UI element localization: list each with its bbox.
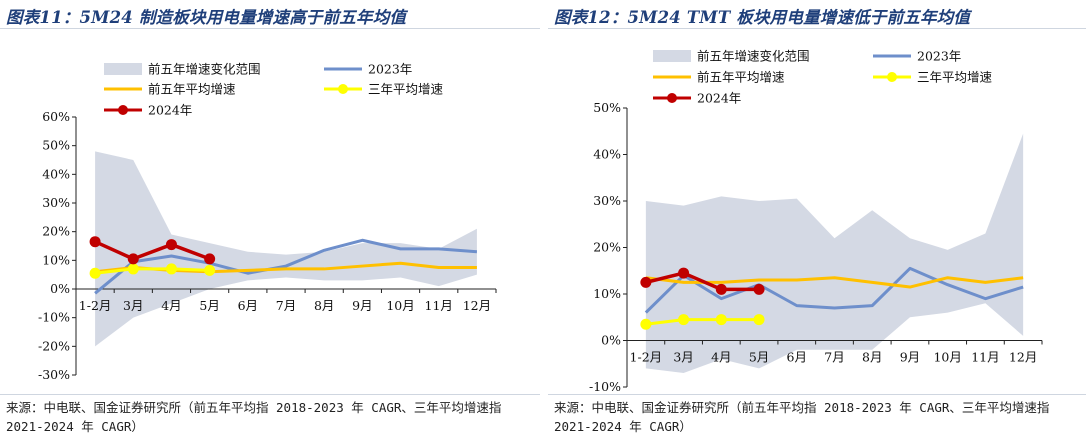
x-tick-label: 4月	[161, 298, 181, 313]
legend-label: 前五年平均增速	[697, 70, 785, 85]
title-divider	[548, 28, 1086, 29]
source-divider	[0, 394, 540, 395]
legend-label: 前五年增速变化范围	[697, 49, 810, 64]
legend-label: 2024年	[697, 91, 741, 106]
x-tick-label: 7月	[276, 298, 296, 313]
y-tick-label: 20%	[593, 240, 621, 255]
x-tick-label: 6月	[238, 298, 258, 313]
series-point	[640, 276, 652, 288]
series-point	[204, 264, 216, 276]
x-tick-label: 12月	[1009, 350, 1037, 365]
x-tick-label: 3月	[123, 298, 143, 313]
chart-panel-right: 图表12：5M24 TMT 板块用电量增速低于前五年均值 -10% 0% 10% 20…	[548, 0, 1086, 439]
series-point	[715, 283, 727, 295]
y-tick-label: -30%	[38, 367, 70, 382]
source-note: 来源：中电联、国金证券研究所（前五年平均指 2018-2023 年 CAGR、三…	[554, 400, 1050, 434]
x-tick-label: 4月	[711, 350, 731, 365]
series-line	[94, 240, 211, 261]
series-line	[645, 318, 760, 326]
x-tick-label: 5月	[749, 350, 769, 365]
series-point	[204, 253, 216, 265]
y-tick-label: 0%	[601, 333, 621, 348]
legend-label: 三年平均增速	[917, 70, 993, 85]
chart-title: 图表11：5M24 制造板块用电量增速高于前五年均值	[6, 8, 407, 27]
legend-swatch	[104, 63, 142, 75]
series-point	[165, 239, 177, 251]
y-tick-label: 10%	[42, 252, 70, 267]
y-tick-label: 20%	[42, 224, 70, 239]
chart-panel-left: 图表11：5M24 制造板块用电量增速高于前五年均值 -30% -20% -10% 0…	[0, 0, 540, 439]
x-tick-label: 1-2月	[79, 298, 112, 313]
series-line	[94, 267, 210, 275]
series-line	[644, 266, 1024, 314]
x-tick-label: 8月	[862, 350, 882, 365]
y-tick-label: -10%	[589, 379, 621, 394]
legend-marker	[887, 72, 897, 82]
series-point	[127, 263, 139, 275]
legend-label: 2024年	[148, 103, 192, 118]
title-divider	[0, 28, 540, 29]
series-point	[678, 267, 690, 279]
legend-label: 前五年增速变化范围	[148, 62, 261, 77]
source-divider	[548, 394, 1086, 395]
x-tick-label: 5月	[199, 298, 219, 313]
x-tick-label: 10月	[933, 350, 961, 365]
legend-marker	[118, 105, 128, 115]
legend-label: 2023年	[917, 49, 961, 64]
range-band	[645, 133, 1024, 374]
x-tick-label: 12月	[463, 298, 491, 313]
legend-marker	[338, 84, 348, 94]
y-tick-label: -10%	[38, 310, 70, 325]
legend-label: 前五年平均增速	[148, 82, 236, 97]
source-note: 来源：中电联、国金证券研究所（前五年平均指 2018-2023 年 CAGR、三…	[6, 400, 502, 434]
x-tick-label: 1-2月	[630, 350, 663, 365]
series-point	[127, 253, 139, 265]
x-tick-label: 7月	[824, 350, 844, 365]
x-tick-label: 3月	[673, 350, 693, 365]
chart-canvas-right: -10% 0% 10% 20% 30% 40% 50% 1-2月 3月 4月 5月 6月 7月 8月 9月 1…	[589, 49, 1043, 394]
x-tick-label: 11月	[971, 350, 999, 365]
series-point	[165, 263, 177, 275]
chart-title: 图表12：5M24 TMT 板块用电量增速低于前五年均值	[554, 8, 971, 27]
series-line	[645, 271, 760, 292]
y-tick-label: 30%	[593, 193, 621, 208]
y-tick-label: 40%	[593, 147, 621, 162]
legend-label: 三年平均增速	[368, 82, 444, 97]
x-tick-label: 10月	[386, 298, 414, 313]
series-point	[715, 314, 727, 326]
legend-swatch	[653, 50, 691, 62]
series-point	[678, 314, 690, 326]
y-tick-label: 60%	[42, 109, 70, 124]
y-tick-label: 50%	[593, 100, 621, 115]
y-tick-label: 0%	[50, 281, 70, 296]
series-point	[640, 318, 652, 330]
x-tick-label: 11月	[425, 298, 453, 313]
y-tick-label: 10%	[593, 286, 621, 301]
y-tick-label: 40%	[42, 166, 70, 181]
series-point	[89, 236, 101, 248]
legend-label: 2023年	[368, 62, 412, 77]
series-point	[753, 283, 765, 295]
x-tick-label: 9月	[900, 350, 920, 365]
x-tick-label: 6月	[787, 350, 807, 365]
legend-marker	[667, 93, 677, 103]
x-tick-label: 9月	[352, 298, 372, 313]
y-tick-label: 30%	[42, 195, 70, 210]
chart-canvas-left: -30% -20% -10% 0% 10% 20% 30% 40% 50% 60% 1-2月 3月 4月…	[38, 62, 497, 382]
y-tick-label: 50%	[42, 138, 70, 153]
series-line	[94, 238, 478, 295]
series-point	[89, 267, 101, 279]
x-tick-label: 8月	[314, 298, 334, 313]
series-point	[753, 314, 765, 326]
y-tick-label: -20%	[38, 338, 70, 353]
